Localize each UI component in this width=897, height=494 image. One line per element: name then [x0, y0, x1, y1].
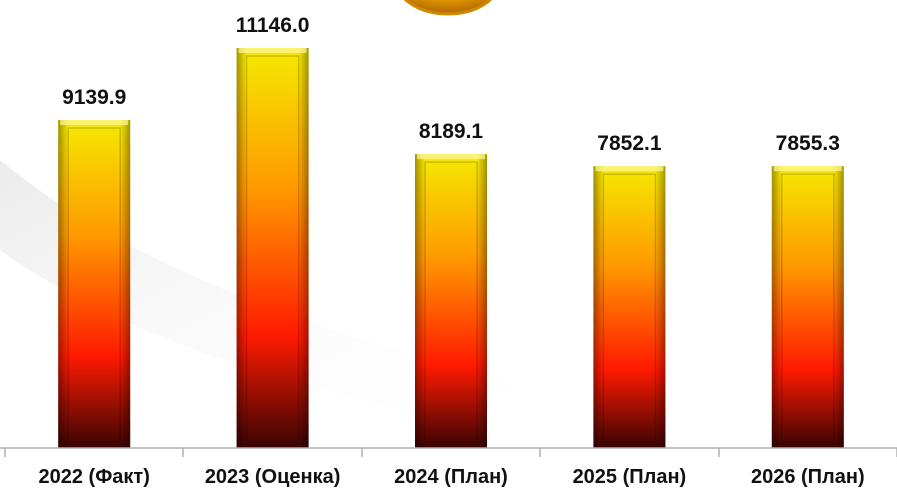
- bar-value-label: 8189.1: [419, 120, 484, 143]
- bar-inner-frame: [602, 173, 657, 443]
- bar-bevel-left: [236, 48, 247, 448]
- x-tick-label: 2026 (План): [751, 466, 865, 488]
- bar-bevel-left: [58, 119, 69, 449]
- bar: [771, 166, 844, 448]
- x-tick-label: 2022 (Факт): [39, 466, 150, 488]
- x-tick-label: 2024 (План): [394, 466, 508, 488]
- bar-value-label: 7852.1: [597, 132, 662, 155]
- bar-top-highlight: [595, 166, 664, 172]
- bar-bevel-left: [415, 154, 425, 448]
- bar-top-highlight: [238, 48, 307, 53]
- bar-top-highlight: [773, 166, 842, 172]
- bar-group: [771, 166, 844, 448]
- bar-value-label: 7855.3: [776, 132, 840, 155]
- bar-bevel-right: [120, 119, 131, 449]
- bar-inner-frame: [781, 173, 835, 443]
- bar-bevel-right: [655, 166, 666, 448]
- bar-bevel-right: [298, 48, 309, 448]
- bar-group: [415, 154, 487, 448]
- bar-inner-frame: [245, 55, 300, 443]
- emblem-decoration: [403, 0, 493, 16]
- bar-bevel-left: [771, 166, 782, 448]
- bar-top-highlight: [60, 119, 129, 125]
- bar-value-label: 9139.9: [62, 86, 126, 109]
- bar-bevel-right: [833, 166, 844, 448]
- x-tick-label: 2025 (План): [573, 466, 687, 488]
- bar-value-label: 11146.0: [236, 14, 310, 37]
- bar-inner-frame: [67, 127, 121, 443]
- bar: [236, 48, 309, 448]
- bar-inner-frame: [424, 161, 478, 443]
- bar-group: [58, 119, 131, 449]
- bar: [58, 119, 131, 449]
- bar-top-highlight: [417, 154, 485, 160]
- bar-group: [236, 48, 309, 448]
- bar-bevel-left: [593, 166, 604, 448]
- bar-group: [593, 166, 666, 448]
- bar: [593, 166, 666, 448]
- bar: [415, 154, 487, 448]
- bar-bevel-right: [477, 154, 487, 448]
- x-tick-label: 2023 (Оценка): [205, 466, 341, 488]
